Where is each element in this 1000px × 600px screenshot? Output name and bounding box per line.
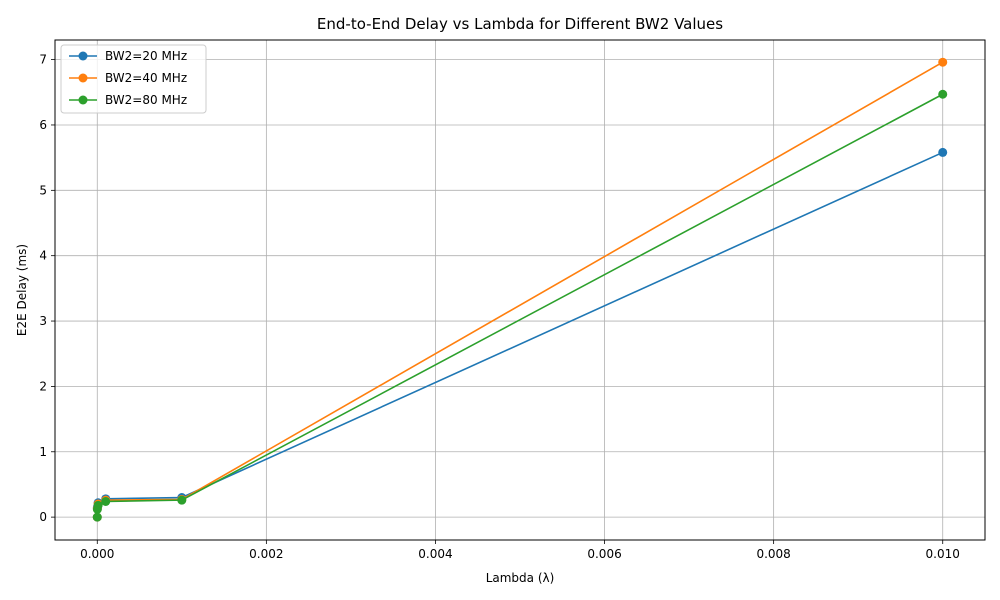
data-point [938, 57, 948, 67]
ticks: 0.000 0.002 0.004 0.006 0.008 0.010 0 1 2 3 4 5 6 7 [39, 53, 960, 561]
data-point [177, 495, 187, 505]
y-axis-label: E2E Delay (ms) [15, 244, 29, 336]
y-tick-label: 7 [39, 53, 47, 67]
data-point [938, 147, 948, 157]
x-tick-label: 0.004 [418, 547, 452, 561]
legend-marker [78, 95, 88, 105]
data-point [93, 500, 103, 510]
y-tick-label: 5 [39, 183, 47, 197]
data-point [92, 512, 102, 522]
legend-label: BW2=40 MHz [105, 71, 187, 85]
grid [55, 40, 985, 540]
x-tick-label: 0.010 [926, 547, 960, 561]
chart-title: End-to-End Delay vs Lambda for Different… [317, 15, 723, 33]
legend-marker [78, 51, 88, 61]
y-tick-label: 0 [39, 510, 47, 524]
series-layer [92, 57, 948, 522]
legend-marker [78, 73, 88, 83]
legend-label: BW2=20 MHz [105, 49, 187, 63]
legend-box [60, 44, 207, 114]
data-point [938, 89, 948, 99]
y-tick-label: 2 [39, 379, 47, 393]
x-tick-label: 0.008 [756, 547, 790, 561]
series-group [92, 89, 948, 522]
x-axis-label: Lambda (λ) [486, 571, 555, 585]
legend-label: BW2=80 MHz [105, 93, 187, 107]
x-tick-label: 0.006 [587, 547, 621, 561]
y-tick-label: 1 [39, 445, 47, 459]
x-tick-label: 0.002 [249, 547, 283, 561]
data-point [101, 496, 111, 506]
y-tick-label: 6 [39, 118, 47, 132]
y-tick-label: 4 [39, 249, 47, 263]
plot-frame [54, 39, 986, 541]
legend: BW2=20 MHz BW2=40 MHz BW2=80 MHz [60, 44, 207, 114]
y-tick-label: 3 [39, 314, 47, 328]
x-tick-label: 0.000 [80, 547, 114, 561]
